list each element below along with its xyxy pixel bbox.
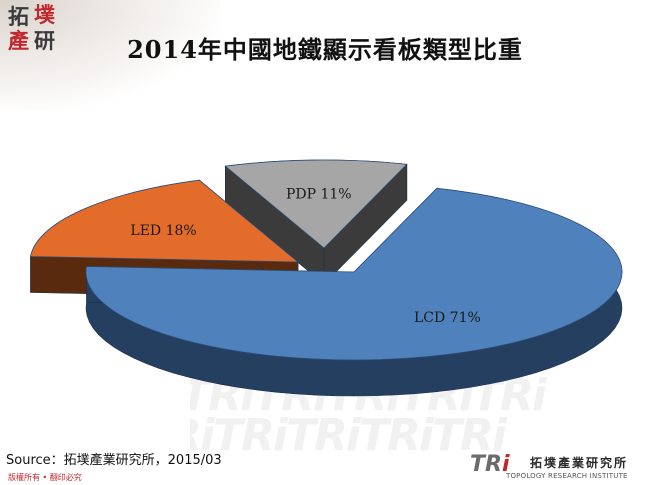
- logo-char-4: 研: [34, 28, 55, 53]
- chart-title: 2014年中國地鐵顯示看板類型比重: [127, 35, 523, 64]
- source-note: Source：拓墣產業研究所，2015/03: [6, 453, 222, 468]
- pie-slice-lcd: LCD 71%: [85, 187, 623, 397]
- pie-slice-top-led: [30, 179, 300, 263]
- slice-label-led: LED 18%: [130, 223, 196, 239]
- pie-slice-pdp: PDP 11%: [224, 159, 408, 285]
- slice-label-pdp: PDP 11%: [286, 186, 352, 202]
- corner-decoration: [0, 0, 220, 110]
- brand-tri-mark: TRi: [470, 452, 510, 477]
- pie-slice-top-pdp: [224, 159, 408, 249]
- brand-logo: TRi 拓墣產業研究所 TOPOLOGY RESEARCH INSTITUTE: [470, 452, 648, 484]
- pie-slice-top-lcd: [85, 187, 623, 361]
- brand-name-cn: 拓墣產業研究所: [530, 456, 629, 470]
- logo-char-2: 墣: [34, 2, 55, 27]
- brand-name-en: TOPOLOGY RESEARCH INSTITUTE: [506, 472, 628, 480]
- tri-logo: 拓 墣 產 研: [6, 4, 64, 56]
- logo-char-1: 拓: [8, 4, 29, 29]
- copyright-note: 版權所有 • 翻印必究: [8, 473, 82, 482]
- slice-label-lcd: LCD 71%: [414, 310, 481, 326]
- logo-char-3: 產: [8, 28, 29, 53]
